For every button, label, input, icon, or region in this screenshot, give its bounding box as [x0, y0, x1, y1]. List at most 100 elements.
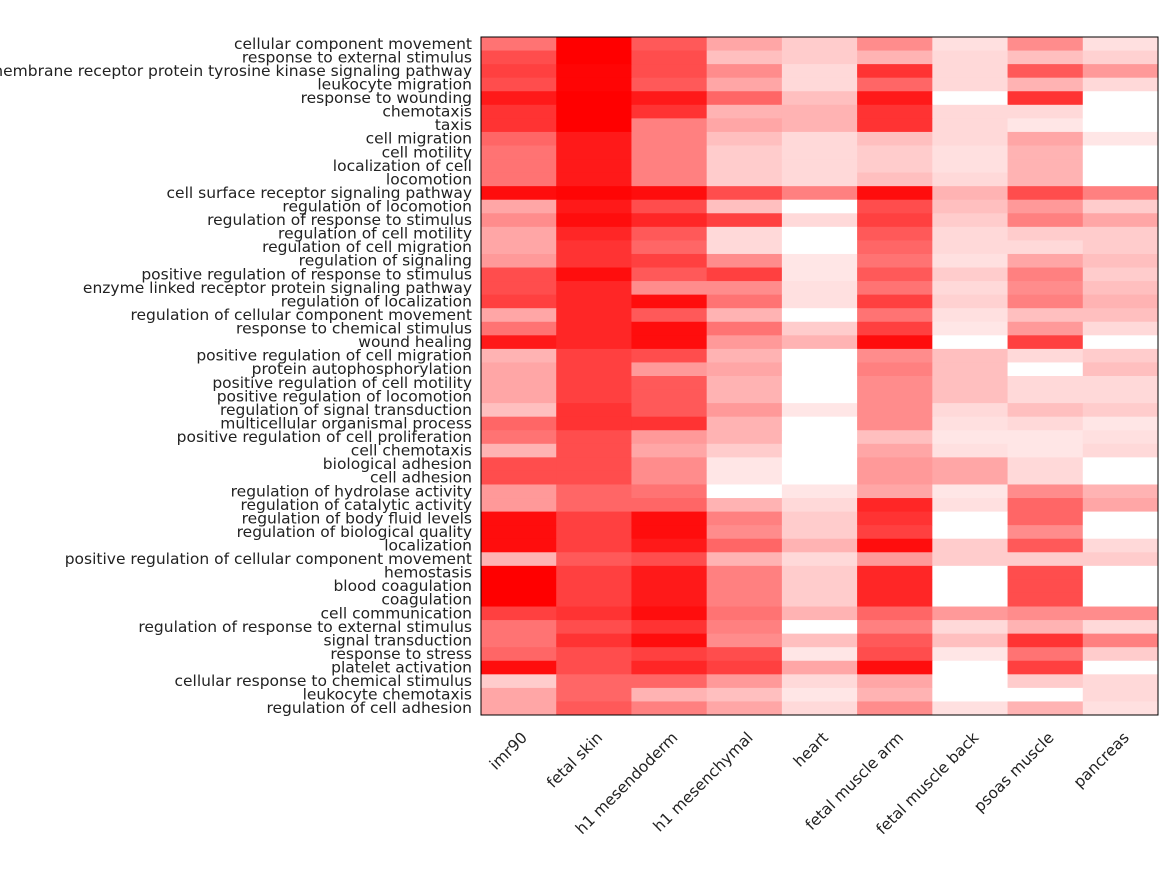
heatmap-cell: [781, 579, 858, 594]
y-tick-label: regulation of cell adhesion: [266, 699, 472, 717]
heatmap-cell: [932, 633, 1009, 648]
heatmap-cell: [781, 77, 858, 92]
heatmap-cell: [1082, 37, 1159, 52]
heatmap-cell: [556, 498, 632, 513]
heatmap-cell: [932, 511, 1009, 526]
heatmap-cell: [857, 606, 933, 621]
heatmap-cell: [857, 348, 933, 363]
heatmap-cell: [781, 308, 858, 323]
heatmap-cell: [1082, 362, 1159, 377]
heatmap-cell: [781, 552, 858, 567]
heatmap-cell: [556, 37, 632, 52]
heatmap-cell: [1082, 186, 1159, 201]
heatmap-cell: [857, 674, 933, 689]
heatmap-cell: [706, 470, 783, 485]
heatmap-cell: [706, 484, 783, 499]
heatmap-cell: [631, 91, 708, 106]
heatmap-cell: [857, 145, 933, 160]
heatmap-cell: [1082, 416, 1159, 431]
heatmap-cell: [631, 538, 708, 553]
heatmap-cell: [481, 430, 557, 445]
y-tick-label: hemostasis: [384, 564, 472, 582]
heatmap-cell: [481, 538, 557, 553]
heatmap-cell: [857, 389, 933, 404]
heatmap-cell: [1082, 145, 1159, 160]
heatmap-cell: [1007, 484, 1084, 499]
heatmap-cell: [631, 37, 708, 52]
heatmap-cell: [932, 498, 1009, 513]
heatmap-cell: [706, 186, 783, 201]
heatmap-cell: [857, 91, 933, 106]
heatmap-cell: [781, 226, 858, 241]
heatmap-cell: [1007, 552, 1084, 567]
heatmap-cell: [706, 443, 783, 458]
heatmap-cell: [1082, 606, 1159, 621]
heatmap-cell: [631, 362, 708, 377]
heatmap-cell: [1082, 620, 1159, 635]
heatmap-cell: [631, 579, 708, 594]
heatmap-cell: [857, 37, 933, 52]
heatmap-cell: [781, 620, 858, 635]
heatmap-cell: [1082, 687, 1159, 702]
heatmap-cell: [781, 498, 858, 513]
heatmap-cell: [481, 131, 557, 146]
heatmap-cell: [556, 552, 632, 567]
heatmap-cell: [932, 213, 1009, 228]
heatmap-cell: [1082, 633, 1159, 648]
heatmap-cell: [631, 118, 708, 133]
heatmap-cell: [1082, 77, 1159, 92]
heatmap-cell: [857, 172, 933, 187]
heatmap-cell: [781, 91, 858, 106]
y-tick-label: cell chemotaxis: [351, 442, 472, 460]
heatmap-cell: [781, 470, 858, 485]
heatmap-cell: [932, 403, 1009, 418]
heatmap-cell: [631, 470, 708, 485]
y-tick-label: positive regulation of locomotion: [217, 387, 472, 405]
heatmap-cell: [556, 118, 632, 133]
heatmap-cell: [857, 579, 933, 594]
heatmap-cell: [481, 647, 557, 662]
heatmap-cell: [781, 538, 858, 553]
heatmap-cell: [1082, 91, 1159, 106]
heatmap-cell: [932, 199, 1009, 214]
heatmap-cell: [481, 267, 557, 282]
heatmap-cell: [1082, 592, 1159, 608]
heatmap-cell: [481, 633, 557, 648]
heatmap-cell: [857, 226, 933, 241]
heatmap-cell: [631, 701, 708, 716]
heatmap-cell: [556, 104, 632, 119]
heatmap-cell: [631, 50, 708, 65]
heatmap-cell: [631, 348, 708, 363]
heatmap-cell: [857, 376, 933, 391]
heatmap-cell: [932, 552, 1009, 567]
heatmap-cell: [932, 186, 1009, 201]
heatmap-cell: [932, 592, 1009, 608]
heatmap-cell: [857, 660, 933, 675]
heatmap-cell: [631, 308, 708, 323]
heatmap-cell: [857, 403, 933, 418]
heatmap-cell: [631, 376, 708, 391]
heatmap-cell: [932, 226, 1009, 241]
heatmap-cell: [1007, 443, 1084, 458]
heatmap-cell: [781, 565, 858, 580]
heatmap-cell: [706, 104, 783, 119]
heatmap-cell: [1082, 565, 1159, 580]
heatmap-cell: [481, 552, 557, 567]
y-tick-label: biological adhesion: [323, 455, 472, 473]
heatmap-cell: [857, 77, 933, 92]
heatmap-cell: [1082, 470, 1159, 485]
heatmap-cell: [481, 403, 557, 418]
heatmap-cell: [481, 281, 557, 296]
heatmap-cell: [631, 498, 708, 513]
heatmap-cell: [1082, 172, 1159, 187]
y-tick-label: regulation of signal transduction: [220, 401, 472, 419]
heatmap-cell: [781, 484, 858, 499]
heatmap-cell: [857, 267, 933, 282]
heatmap-cell: [1082, 579, 1159, 594]
heatmap-cell: [932, 457, 1009, 472]
heatmap-cell: [1082, 538, 1159, 553]
y-tick-label: localization: [384, 537, 472, 555]
heatmap-cell: [556, 701, 632, 716]
y-tick-label: regulation of signaling: [299, 252, 472, 270]
heatmap-cell: [631, 335, 708, 350]
